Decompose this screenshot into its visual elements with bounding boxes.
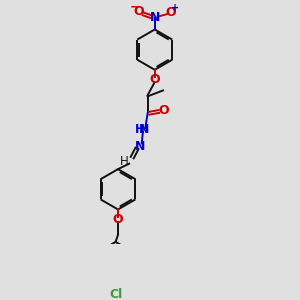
Text: O: O — [149, 73, 160, 86]
Text: N: N — [150, 11, 160, 24]
Text: H: H — [134, 123, 144, 136]
Text: H: H — [120, 155, 129, 168]
Text: Cl: Cl — [109, 288, 122, 300]
Text: N: N — [135, 140, 145, 153]
Text: N: N — [139, 123, 149, 136]
Text: +: + — [171, 3, 179, 13]
Text: O: O — [158, 103, 169, 117]
Text: −: − — [130, 1, 140, 14]
Text: O: O — [133, 5, 144, 18]
Text: O: O — [113, 213, 123, 226]
Text: O: O — [166, 6, 176, 19]
